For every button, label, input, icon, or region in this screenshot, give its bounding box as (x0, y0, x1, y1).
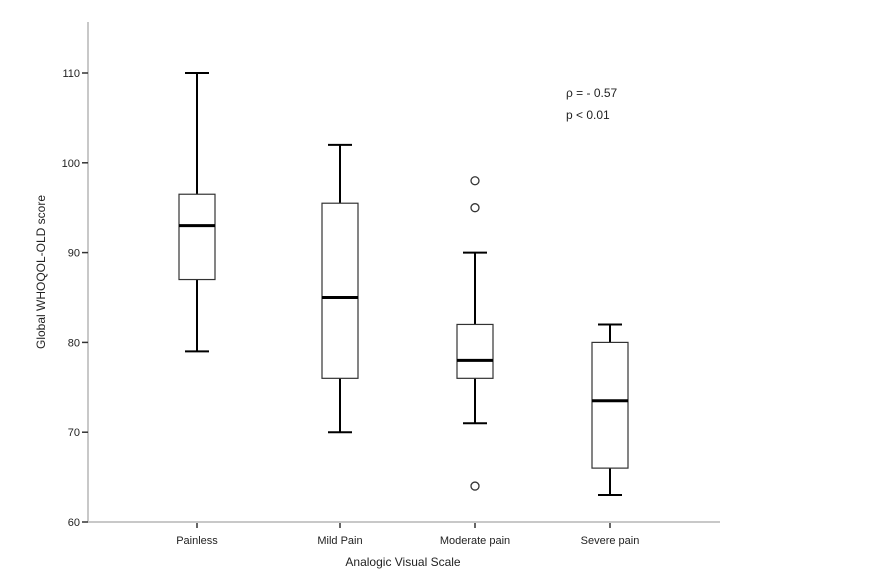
y-tick-label: 110 (62, 68, 80, 80)
outlier-point (470, 176, 480, 186)
iqr-box (591, 341, 629, 469)
y-tick-label: 100 (62, 158, 80, 170)
annotation-rho: ρ = - 0.57 (566, 86, 618, 100)
x-tick-label: Mild Pain (317, 535, 362, 547)
y-tick-label: 60 (68, 517, 80, 529)
outlier-point (470, 481, 480, 491)
x-tick-label: Severe pain (581, 535, 640, 547)
annotation-p: p < 0.01 (566, 108, 610, 122)
box-painless (178, 72, 216, 353)
iqr-box (456, 323, 494, 379)
y-tick-label: 80 (68, 337, 80, 349)
chart-marks (178, 72, 629, 497)
box-mild-pain (321, 143, 359, 434)
box-severe-pain (591, 323, 629, 497)
x-tick-label: Moderate pain (440, 535, 510, 547)
outlier-point (470, 203, 480, 213)
x-axis-label: Analogic Visual Scale (345, 555, 461, 569)
x-tick-label: Painless (176, 535, 218, 547)
iqr-box (178, 193, 216, 281)
y-tick-label: 90 (68, 248, 80, 260)
axes: 60 70 80 90 100 110 Painless Mild Pain Moderate … (62, 22, 720, 547)
y-axis-label: Global WHOQOL-OLD score (34, 195, 48, 349)
iqr-box (321, 202, 359, 379)
box-moderate-pain (456, 176, 494, 491)
y-tick-label: 70 (68, 427, 80, 439)
